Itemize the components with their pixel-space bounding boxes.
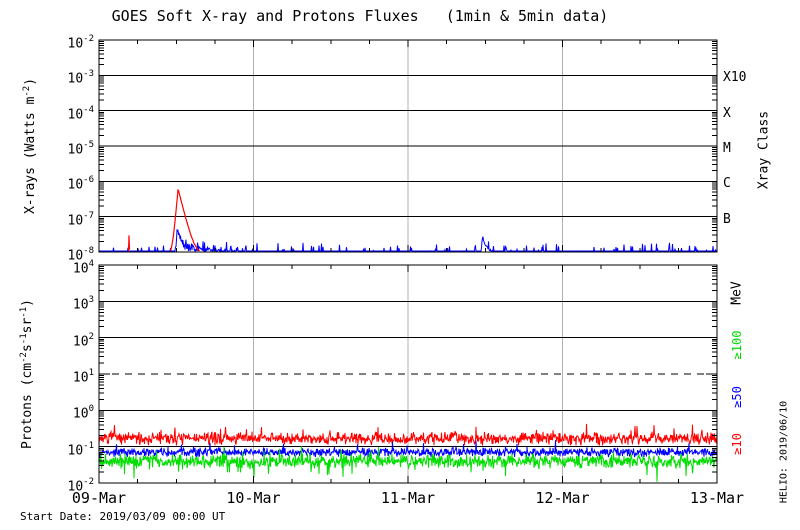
credit-label: HELIO: 2019/06/10 xyxy=(778,400,790,504)
y-tick-label: 100 xyxy=(72,404,94,422)
y-tick-label: 10-6 xyxy=(67,175,95,193)
start-date-label: Start Date: 2019/03/09 00:00 UT xyxy=(20,510,226,523)
x-tick-label: 10-Mar xyxy=(226,489,281,507)
chart-title: GOES Soft X-ray and Protons Fluxes (1min… xyxy=(111,7,609,25)
xray-class-axis-title: Xray Class xyxy=(756,110,772,190)
proton-energy-axis-title: MeV xyxy=(729,281,745,305)
x-tick-label: 09-Mar xyxy=(71,489,127,507)
y-tick-label: 102 xyxy=(72,331,94,349)
x-tick-label: 12-Mar xyxy=(535,489,590,507)
y-tick-label: 10-8 xyxy=(67,246,95,264)
proton-energy-label: ≥10 xyxy=(730,433,744,455)
proton-energy-label: ≥50 xyxy=(730,386,744,408)
xray-class-label: X xyxy=(723,105,731,121)
xray-class-label: X10 xyxy=(723,70,747,86)
xray-class-label: M xyxy=(723,141,731,156)
x-tick-label: 11-Mar xyxy=(380,489,436,507)
xray-class-label: C xyxy=(723,176,731,192)
x-tick-label: 13-Mar xyxy=(689,489,745,507)
proton-y-axis-label: Protons (cm-2s-1sr-1) xyxy=(18,299,36,449)
y-tick-label: 10-3 xyxy=(67,69,95,87)
y-tick-label: 10-4 xyxy=(67,104,95,122)
xray-y-axis-label: X-rays (Watts m-2) xyxy=(21,77,39,215)
y-tick-label: 10-1 xyxy=(67,440,95,458)
y-tick-label: 10-7 xyxy=(67,210,95,228)
y-tick-label: 104 xyxy=(72,259,94,277)
y-tick-label: 10-2 xyxy=(67,34,95,52)
y-tick-label: 10-2 xyxy=(67,477,95,495)
xray-class-label: B xyxy=(723,211,731,227)
y-tick-label: 103 xyxy=(72,295,94,313)
y-tick-label: 10-5 xyxy=(67,140,95,158)
proton-energy-label: ≥100 xyxy=(730,330,744,360)
y-tick-label: 101 xyxy=(72,368,94,386)
